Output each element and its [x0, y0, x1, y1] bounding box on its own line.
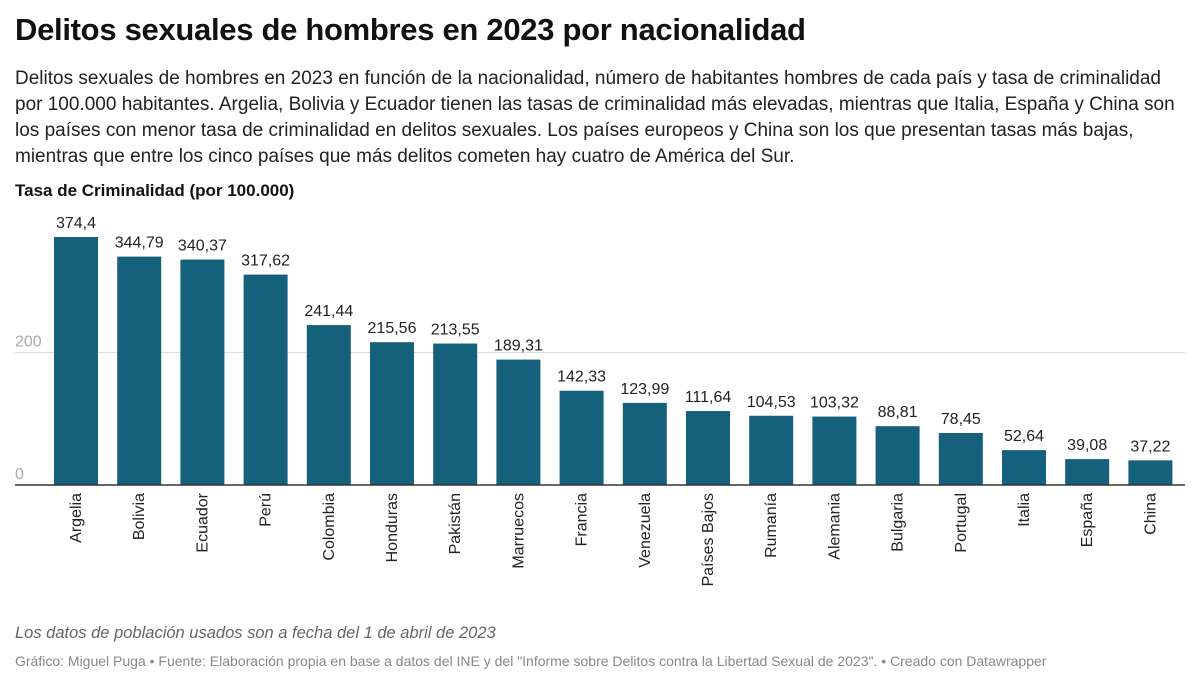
chart-notes: Los datos de población usados son a fech…: [15, 624, 496, 642]
category-label: Perú: [258, 493, 275, 527]
value-label: 37,22: [1130, 438, 1170, 455]
bar-18: [1128, 460, 1173, 485]
chart-title: Delitos sexuales de hombres en 2023 por …: [15, 12, 806, 47]
category-label: Colombia: [321, 493, 338, 561]
y-tick-label: 0: [15, 466, 24, 483]
bar-13: [812, 416, 857, 485]
value-label: 213,55: [431, 322, 480, 339]
bar-16: [1002, 450, 1046, 485]
value-label: 215,56: [368, 320, 417, 337]
bar-15: [938, 433, 983, 485]
value-label: 52,64: [1004, 428, 1044, 445]
category-label: Portugal: [953, 493, 970, 553]
category-label: Bulgaria: [890, 493, 907, 552]
bar-8: [496, 359, 541, 485]
bar-9: [559, 390, 604, 485]
value-label: 111,64: [685, 389, 732, 406]
value-label: 78,45: [941, 411, 981, 428]
bar-10: [622, 402, 667, 485]
bar-7: [433, 343, 478, 485]
bar-5: [306, 325, 351, 485]
category-label: Ecuador: [194, 492, 211, 552]
value-label: 88,81: [878, 404, 918, 421]
category-label: Venezuela: [637, 493, 654, 568]
y-axis-title: Tasa de Criminalidad (por 100.000): [15, 181, 295, 200]
category-label: Francia: [574, 493, 591, 546]
chart-footer: Gráfico: Miguel Puga • Fuente: Elaboraci…: [15, 653, 1047, 669]
category-label: Argelia: [68, 493, 85, 543]
bar-17: [1065, 459, 1110, 485]
category-label: Marruecos: [510, 493, 527, 569]
value-label: 189,31: [494, 338, 543, 355]
category-label: Rumanía: [763, 493, 780, 558]
value-label: 317,62: [241, 253, 290, 270]
bar-4: [243, 274, 288, 485]
y-tick-label: 200: [15, 334, 42, 351]
value-label: 39,08: [1067, 437, 1107, 454]
category-label: España: [1079, 493, 1096, 547]
bar-11: [686, 411, 730, 485]
value-label: 374,4: [56, 215, 96, 232]
value-label: 103,32: [810, 395, 859, 412]
chart-description: Delitos sexuales de hombres en 2023 en f…: [15, 68, 1175, 167]
value-label: 241,44: [304, 303, 353, 320]
category-label: Alemania: [826, 493, 843, 560]
category-label: Países Bajos: [700, 493, 717, 586]
bar-chart: 0 200 374,4 Argelia 344,79 Bolivia 340,37 Ecuad…: [15, 215, 1185, 586]
value-label: 123,99: [620, 381, 669, 398]
category-label: Pakistán: [447, 493, 464, 554]
category-label: Bolivia: [131, 493, 148, 540]
value-label: 344,79: [115, 235, 164, 252]
category-label: Honduras: [384, 493, 401, 562]
bar-1: [54, 237, 98, 485]
value-label: 142,33: [557, 369, 606, 386]
bar-12: [749, 415, 794, 485]
bar-14: [875, 426, 920, 485]
bar-2: [117, 256, 162, 485]
value-label: 340,37: [178, 238, 227, 255]
value-label: 104,53: [747, 394, 796, 411]
bar-6: [370, 342, 414, 485]
category-label: China: [1142, 493, 1159, 535]
bar-3: [180, 259, 225, 485]
category-label: Italia: [1016, 493, 1033, 527]
